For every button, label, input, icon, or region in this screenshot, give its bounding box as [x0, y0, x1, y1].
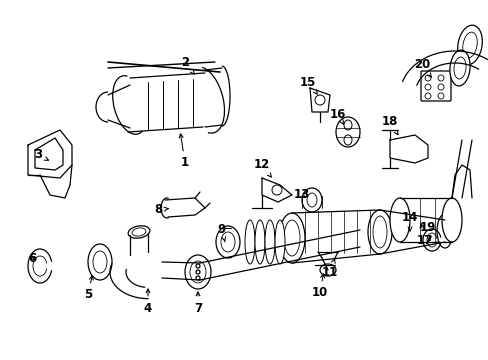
Ellipse shape [343, 120, 351, 130]
Ellipse shape [462, 32, 476, 58]
Ellipse shape [93, 251, 107, 273]
Ellipse shape [302, 188, 321, 212]
Ellipse shape [284, 220, 299, 256]
Ellipse shape [372, 216, 386, 248]
Ellipse shape [319, 264, 335, 276]
Ellipse shape [335, 117, 359, 147]
Ellipse shape [279, 213, 305, 263]
Ellipse shape [132, 228, 145, 236]
Ellipse shape [264, 220, 274, 264]
Ellipse shape [184, 255, 210, 289]
Text: 3: 3 [34, 148, 48, 162]
Text: 10: 10 [311, 274, 327, 300]
Ellipse shape [424, 75, 430, 81]
Ellipse shape [196, 270, 200, 274]
Text: 18: 18 [381, 116, 397, 135]
Ellipse shape [437, 84, 443, 90]
Text: 14: 14 [401, 211, 417, 231]
Ellipse shape [441, 198, 461, 242]
Ellipse shape [436, 214, 452, 248]
Ellipse shape [453, 57, 465, 79]
Ellipse shape [254, 220, 264, 264]
Ellipse shape [88, 244, 112, 280]
Ellipse shape [274, 220, 285, 264]
Ellipse shape [128, 226, 150, 238]
Ellipse shape [437, 75, 443, 81]
Text: 1: 1 [179, 134, 189, 170]
Text: 5: 5 [84, 276, 93, 301]
Text: 11: 11 [321, 259, 337, 279]
Ellipse shape [449, 50, 469, 86]
Ellipse shape [314, 95, 325, 105]
Ellipse shape [221, 232, 235, 252]
Ellipse shape [389, 198, 409, 242]
Ellipse shape [306, 193, 316, 207]
Ellipse shape [424, 93, 430, 99]
Text: 4: 4 [143, 289, 152, 315]
Ellipse shape [190, 261, 205, 283]
Text: 20: 20 [413, 58, 430, 77]
Ellipse shape [343, 135, 351, 145]
Text: 6: 6 [28, 252, 36, 265]
Ellipse shape [424, 84, 430, 90]
Text: 19: 19 [419, 221, 435, 241]
Text: 15: 15 [299, 76, 317, 94]
Text: 17: 17 [416, 224, 432, 247]
Text: 2: 2 [181, 55, 194, 74]
Ellipse shape [196, 264, 200, 268]
Text: 8: 8 [154, 203, 168, 216]
FancyBboxPatch shape [420, 71, 450, 101]
Text: 7: 7 [194, 292, 202, 315]
Text: 13: 13 [293, 189, 309, 202]
Ellipse shape [457, 25, 481, 65]
Ellipse shape [216, 226, 240, 258]
Ellipse shape [271, 185, 282, 195]
Text: 16: 16 [329, 108, 346, 125]
Ellipse shape [367, 210, 391, 254]
Ellipse shape [244, 220, 254, 264]
Ellipse shape [196, 276, 200, 280]
Ellipse shape [437, 93, 443, 99]
Text: 9: 9 [218, 224, 225, 242]
Text: 12: 12 [253, 158, 271, 177]
